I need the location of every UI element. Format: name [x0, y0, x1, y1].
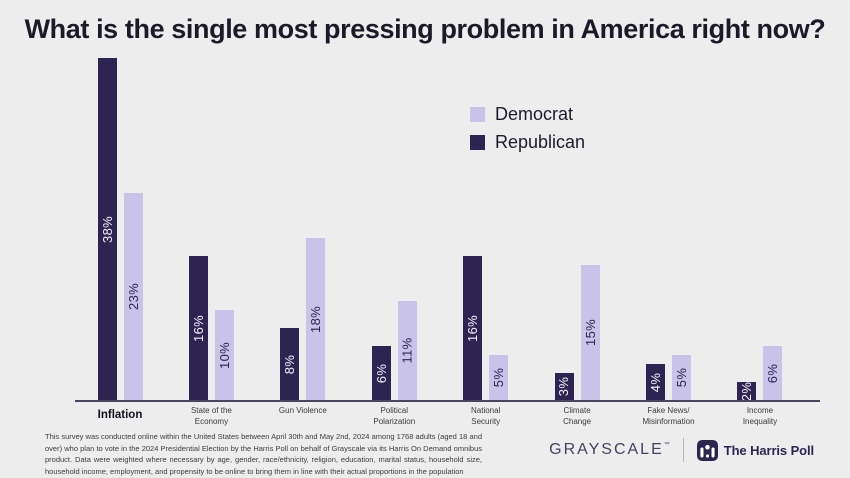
bar-republican-polarization: 6%: [371, 346, 391, 400]
bar-democrat-income-inequality: 6%: [763, 346, 783, 400]
harris-poll-logo: The Harris Poll: [696, 439, 814, 461]
bar-value-label: 6%: [765, 363, 781, 383]
bar-value-label: 15%: [582, 319, 598, 346]
bar-value-label: 5%: [491, 367, 507, 388]
bar-democrat-polarization: 11%: [397, 301, 417, 400]
bar-republican-fake-news: 4%: [646, 364, 666, 400]
trademark-symbol: ™: [663, 442, 670, 448]
republican-swatch: [470, 135, 485, 150]
bar-value-label: 6%: [373, 363, 389, 383]
bar-democrat-fake-news: 5%: [672, 355, 692, 400]
bar-group-income-inequality: 2% 6%: [715, 346, 805, 401]
bar-value-label: 3%: [556, 376, 572, 397]
legend-label-republican: Republican: [495, 132, 586, 152]
bar-value-label: 16%: [465, 314, 481, 342]
bar-republican-economy: 16%: [188, 256, 208, 400]
category-label-inflation: Inflation: [97, 409, 143, 421]
grayscale-logo: GRAYSCALE ™: [549, 441, 670, 459]
bar-republican-climate-change: 3%: [554, 373, 574, 400]
chart-legend: Democrat Republican: [470, 104, 585, 160]
bar-group-national-security: 16% 5%: [441, 256, 531, 400]
x-axis-line: [75, 400, 820, 402]
grayscale-wordmark: GRAYSCALE: [549, 441, 664, 458]
bar-value-label: 4%: [648, 372, 664, 392]
bar-value-label: 18%: [308, 305, 324, 333]
harris-poll-icon: [696, 439, 718, 461]
bar-group-polarization: 6% 11%: [349, 301, 439, 400]
category-label-economy: State of the Economy: [190, 406, 232, 426]
legend-item-democrat: Democrat: [470, 104, 585, 125]
bar-value-label: 2%: [739, 381, 755, 401]
democrat-swatch: [470, 107, 485, 122]
bar-group-climate-change: 3% 15%: [532, 265, 622, 400]
bar-chart: 38% 23% 16% 10% 8% 18% 6% 11% 16% 5% 3% …: [75, 55, 820, 428]
bar-value-label: 8%: [282, 354, 298, 374]
bar-democrat-climate-change: 15%: [580, 265, 600, 400]
bar-democrat-national-security: 5%: [489, 355, 509, 400]
bar-democrat-gun-violence: 18%: [306, 238, 326, 400]
bar-value-label: 5%: [674, 367, 690, 388]
survey-methodology-note: This survey was conducted online within …: [45, 432, 482, 476]
category-label-gun-violence: Gun Violence: [278, 406, 327, 415]
bar-group-fake-news: 4% 5%: [624, 355, 714, 400]
brand-bar: GRAYSCALE ™ The Harris Poll: [549, 437, 814, 463]
bar-value-label: 10%: [216, 341, 232, 369]
bar-group-economy: 16% 10%: [166, 256, 256, 400]
chart-title: What is the single most pressing problem…: [24, 14, 826, 44]
bar-groups: 38% 23% 16% 10% 8% 18% 6% 11% 16% 5% 3% …: [75, 55, 805, 401]
bar-republican-national-security: 16%: [463, 256, 483, 400]
bar-republican-gun-violence: 8%: [280, 328, 300, 400]
category-label-climate-change: Climate Change: [563, 406, 592, 426]
bar-republican-income-inequality: 2%: [737, 381, 757, 401]
harris-poll-wordmark: The Harris Poll: [723, 442, 814, 458]
bar-republican-inflation: 38%: [97, 58, 117, 400]
bar-democrat-economy: 10%: [214, 310, 234, 400]
category-label-national-security: National Security: [471, 406, 501, 426]
bar-value-label: 23%: [125, 283, 141, 310]
bar-value-label: 38%: [99, 215, 115, 243]
category-label-polarization: Political Polarization: [373, 406, 416, 426]
legend-item-republican: Republican: [470, 132, 585, 153]
bar-value-label: 16%: [190, 314, 206, 342]
bar-group-inflation: 38% 23%: [75, 58, 165, 400]
brand-divider: [682, 438, 684, 462]
bar-democrat-inflation: 23%: [123, 193, 143, 400]
legend-label-democrat: Democrat: [495, 104, 574, 124]
category-label-fake-news: Fake News/ Misinformation: [642, 406, 695, 426]
category-labels: Inflation State of the Economy Gun Viole…: [75, 406, 805, 428]
category-label-income-inequality: Income Inequality: [742, 406, 778, 426]
bar-value-label: 11%: [399, 337, 415, 364]
bar-group-gun-violence: 8% 18%: [258, 238, 348, 400]
